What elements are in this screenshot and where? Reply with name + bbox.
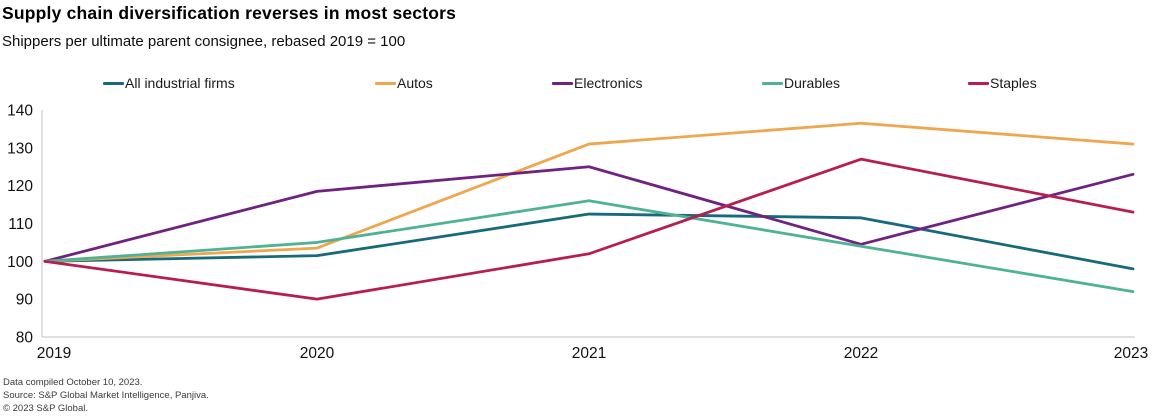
legend-swatch-icon xyxy=(762,81,783,85)
chart-subtitle: Shippers per ultimate parent consignee, … xyxy=(2,33,406,50)
series-line-staples xyxy=(43,157,1135,301)
footer-source: Source: S&P Global Market Intelligence, … xyxy=(3,390,209,401)
legend-swatch-icon xyxy=(968,81,989,85)
legend-label: Autos xyxy=(397,75,433,91)
legend-swatch-icon xyxy=(375,81,396,85)
legend-item-all-industrial-firms: All industrial firms xyxy=(103,74,235,92)
series-line-durables xyxy=(43,199,1135,294)
footer-copyright: © 2023 S&P Global. xyxy=(3,403,88,414)
legend-item-staples: Staples xyxy=(968,74,1037,92)
y-axis-tick-label: 140 xyxy=(7,103,33,120)
y-axis-tick-label: 130 xyxy=(7,140,33,157)
y-axis-tick-label: 120 xyxy=(7,178,33,195)
series-line-electronics xyxy=(43,165,1135,263)
chart-footer: Data compiled October 10, 2023. Source: … xyxy=(3,376,209,415)
y-axis-tick-label: 90 xyxy=(16,292,34,309)
y-axis-tick-label: 80 xyxy=(16,330,34,347)
chart-title: Supply chain diversification reverses in… xyxy=(2,3,457,23)
legend-label: Electronics xyxy=(574,75,643,91)
legend-item-autos: Autos xyxy=(375,74,433,92)
legend-item-electronics: Electronics xyxy=(552,74,642,92)
y-axis-tick-label: 110 xyxy=(8,216,33,233)
x-axis-tick-label: 2021 xyxy=(572,345,606,362)
legend-label: Durables xyxy=(784,75,841,91)
x-axis-tick-label: 2023 xyxy=(1114,345,1148,362)
y-axis-tick-label: 100 xyxy=(7,254,33,271)
legend-label: Staples xyxy=(990,75,1037,91)
series-line-all-industrial-firms xyxy=(43,212,1135,271)
legend-label: All industrial firms xyxy=(125,75,235,91)
x-axis-tick-label: 2019 xyxy=(37,345,71,362)
chart-legend: All industrial firms Autos Electronics D… xyxy=(0,74,1161,92)
x-axis-tick-label: 2022 xyxy=(844,345,878,362)
x-axis-tick-label: 2020 xyxy=(300,345,335,362)
legend-swatch-icon xyxy=(103,81,124,85)
legend-swatch-icon xyxy=(552,81,573,85)
footer-data-compiled: Data compiled October 10, 2023. xyxy=(3,377,143,388)
legend-item-durables: Durables xyxy=(762,74,840,92)
series-line-autos xyxy=(43,121,1135,263)
